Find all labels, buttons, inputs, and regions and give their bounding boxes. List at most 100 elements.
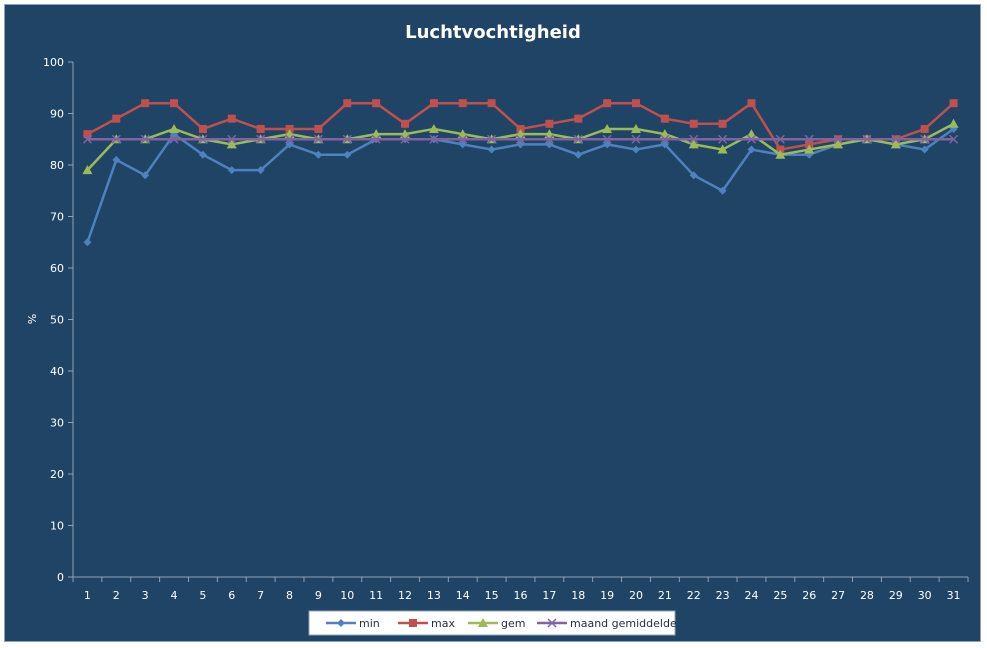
- data-point-gem: [948, 118, 959, 128]
- data-point-maand-gemiddelde: [82, 134, 92, 144]
- data-point-maand-gemiddelde: [660, 134, 670, 144]
- data-point-max: [920, 124, 929, 133]
- data-point-max: [660, 114, 669, 123]
- x-tick-label: 14: [456, 589, 470, 602]
- chart-frame: [4, 4, 981, 642]
- data-point-gem: [169, 123, 180, 133]
- data-point-maand-gemiddelde: [487, 134, 497, 144]
- data-point-max: [429, 99, 438, 108]
- data-point-max: [141, 99, 150, 108]
- data-point-maand-gemiddelde: [544, 134, 554, 144]
- x-tick-label: 25: [773, 589, 787, 602]
- data-point-max: [256, 124, 265, 133]
- data-point-min: [227, 166, 236, 175]
- series-group: [82, 99, 959, 247]
- data-point-maand-gemiddelde: [140, 134, 150, 144]
- data-point-min: [747, 145, 756, 154]
- data-point-gem: [82, 165, 93, 175]
- legend-box: [308, 610, 676, 636]
- x-tick-label: 24: [744, 589, 758, 602]
- legend-label-maand-gemiddelde: maand gemiddelde: [570, 617, 677, 630]
- data-point-maand-gemiddelde: [573, 134, 583, 144]
- data-point-gem: [688, 139, 699, 149]
- data-point-min: [141, 171, 150, 180]
- y-tick-label: 10: [50, 520, 64, 533]
- data-point-gem: [775, 149, 786, 159]
- x-tick-label: 1: [84, 589, 91, 602]
- legend-label-max: max: [431, 617, 455, 630]
- data-point-max: [198, 124, 207, 133]
- data-point-maand-gemiddelde: [920, 134, 930, 144]
- x-tick-label: 18: [571, 589, 585, 602]
- data-point-gem: [833, 139, 844, 149]
- x-tick-label: 9: [315, 589, 322, 602]
- x-tick-label: 23: [716, 589, 730, 602]
- data-point-max: [805, 140, 814, 149]
- data-point-maand-gemiddelde: [891, 134, 901, 144]
- data-point-min: [256, 166, 265, 175]
- x-tick-label: 29: [889, 589, 903, 602]
- legend-marker-gem: [478, 618, 488, 627]
- legend-label-gem: gem: [501, 617, 525, 630]
- x-tick-label: 3: [142, 589, 149, 602]
- data-point-max: [372, 99, 381, 108]
- y-tick-label: 30: [50, 417, 64, 430]
- legend-marker-max: [409, 619, 417, 627]
- data-point-gem: [630, 123, 641, 133]
- legend-marker-maand-gemiddelde: [547, 618, 557, 628]
- data-point-max: [545, 119, 554, 128]
- data-point-maand-gemiddelde: [949, 134, 959, 144]
- x-tick-label: 4: [171, 589, 178, 602]
- series-maand-gemiddelde: [82, 134, 959, 144]
- data-point-max: [487, 99, 496, 108]
- data-point-min: [545, 140, 554, 149]
- data-point-maand-gemiddelde: [631, 134, 641, 144]
- data-point-min: [689, 171, 698, 180]
- y-tick-label: 20: [50, 468, 64, 481]
- data-point-min: [198, 150, 207, 159]
- data-point-maand-gemiddelde: [833, 134, 843, 144]
- chart-title: Luchtvochtigheid: [405, 22, 581, 43]
- data-point-max: [458, 99, 467, 108]
- data-point-gem: [717, 144, 728, 154]
- data-point-min: [487, 145, 496, 154]
- x-tick-label: 2: [113, 589, 120, 602]
- data-point-min: [574, 150, 583, 159]
- data-point-gem: [428, 123, 439, 133]
- y-tick-label: 70: [50, 211, 64, 224]
- y-tick-label: 40: [50, 365, 64, 378]
- data-point-maand-gemiddelde: [169, 134, 179, 144]
- data-point-maand-gemiddelde: [746, 134, 756, 144]
- data-point-maand-gemiddelde: [342, 134, 352, 144]
- data-point-min: [83, 238, 92, 247]
- x-tick-label: 22: [687, 589, 701, 602]
- data-point-max: [314, 124, 323, 133]
- x-tick-label: 11: [369, 589, 383, 602]
- data-point-maand-gemiddelde: [602, 134, 612, 144]
- data-point-max: [516, 124, 525, 133]
- data-point-maand-gemiddelde: [285, 134, 295, 144]
- y-tick-label: 80: [50, 159, 64, 172]
- y-tick-label: 50: [50, 314, 64, 327]
- legend-label-min: min: [359, 617, 380, 630]
- data-point-maand-gemiddelde: [227, 134, 237, 144]
- data-point-min: [603, 140, 612, 149]
- x-tick-label: 10: [340, 589, 354, 602]
- data-point-max: [603, 99, 612, 108]
- data-point-maand-gemiddelde: [775, 134, 785, 144]
- legend: min max gem maand gemiddelde: [308, 610, 677, 636]
- data-point-maand-gemiddelde: [862, 134, 872, 144]
- y-tick-label: 90: [50, 108, 64, 121]
- x-tick-label: 12: [398, 589, 412, 602]
- x-tick-label: 7: [257, 589, 264, 602]
- x-tick-label: 26: [802, 589, 816, 602]
- data-point-min: [631, 145, 640, 154]
- data-point-maand-gemiddelde: [458, 134, 468, 144]
- x-tick-label: 15: [485, 589, 499, 602]
- data-point-max: [718, 119, 727, 128]
- series-min: [83, 124, 958, 247]
- x-tick-label: 19: [600, 589, 614, 602]
- data-point-max: [343, 99, 352, 108]
- data-point-maand-gemiddelde: [429, 134, 439, 144]
